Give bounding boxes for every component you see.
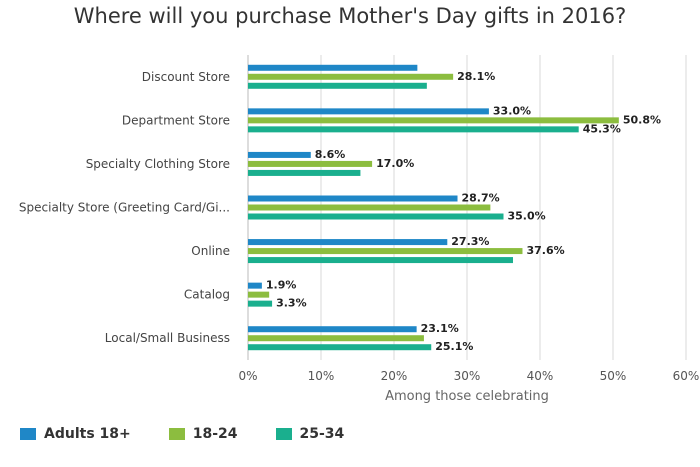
bar-25-34 xyxy=(248,82,427,89)
data-label: 37.6% xyxy=(526,244,564,257)
category-label: Specialty Store (Greeting Card/Gi... xyxy=(19,201,230,215)
bar-25-34 xyxy=(248,257,513,264)
legend-swatch xyxy=(275,428,292,440)
bar-18-24 xyxy=(248,335,424,342)
chart-title: Where will you purchase Mother's Day gif… xyxy=(73,4,627,28)
bar-adults xyxy=(248,326,417,333)
bar-adults xyxy=(248,108,489,115)
legend-swatch xyxy=(20,428,36,440)
bar-25-34 xyxy=(248,169,361,176)
bar-adults xyxy=(248,282,262,289)
category-label: Local/Small Business xyxy=(105,331,230,345)
x-tick-label: 50% xyxy=(600,369,627,383)
data-label: 28.1% xyxy=(457,70,495,83)
bar-25-34 xyxy=(248,126,579,133)
data-label: 25.1% xyxy=(435,340,473,353)
bar-18-24 xyxy=(248,291,270,298)
data-label: 1.9% xyxy=(266,279,297,292)
legend-label: Adults 18+ xyxy=(44,426,131,442)
chart-legend: Adults 18+ 18-24 25-34 xyxy=(20,426,382,442)
bar-25-34 xyxy=(248,213,504,220)
x-tick-label: 60% xyxy=(673,369,700,383)
legend-item[interactable]: Adults 18+ xyxy=(20,426,131,442)
bar-chart: 0% 10% 20% 30% 40% 50% 60% Among those celebrat… xyxy=(19,55,700,404)
data-label: 27.3% xyxy=(451,235,489,248)
category-label: Catalog xyxy=(184,288,230,302)
legend-label: 25-34 xyxy=(299,426,345,442)
x-tick-label: 0% xyxy=(238,369,257,383)
data-label: 3.3% xyxy=(276,297,307,310)
x-tick-label: 20% xyxy=(381,369,408,383)
legend-item[interactable]: 25-34 xyxy=(275,426,345,442)
category-label: Discount Store xyxy=(142,70,230,84)
data-label: 50.8% xyxy=(623,113,661,126)
x-tick-label: 30% xyxy=(454,369,481,383)
category-label: Online xyxy=(191,244,230,258)
bar-18-24 xyxy=(248,204,491,211)
data-label: 33.0% xyxy=(493,104,531,117)
legend-swatch xyxy=(168,428,185,440)
category-label: Specialty Clothing Store xyxy=(86,157,230,171)
bar-18-24 xyxy=(248,117,619,124)
x-axis-title: Among those celebrating xyxy=(385,389,549,404)
legend-item[interactable]: 18-24 xyxy=(168,426,238,442)
x-tick-label: 10% xyxy=(308,369,335,383)
legend-label: 18-24 xyxy=(192,426,238,442)
bar-25-34 xyxy=(248,344,432,351)
category-label: Department Store xyxy=(122,113,230,127)
bar-adults xyxy=(248,64,418,71)
data-label: 17.0% xyxy=(376,157,414,170)
bar-adults xyxy=(248,239,448,246)
x-tick-label: 40% xyxy=(527,369,554,383)
bar-25-34 xyxy=(248,300,273,307)
data-label: 23.1% xyxy=(421,322,459,335)
data-label: 28.7% xyxy=(462,192,500,205)
bar-adults xyxy=(248,195,458,202)
data-label: 35.0% xyxy=(508,210,546,223)
bar-18-24 xyxy=(248,73,454,80)
data-label: 45.3% xyxy=(583,122,621,135)
data-label: 8.6% xyxy=(315,148,346,161)
bar-adults xyxy=(248,151,311,158)
bar-18-24 xyxy=(248,160,373,167)
bar-18-24 xyxy=(248,248,523,255)
